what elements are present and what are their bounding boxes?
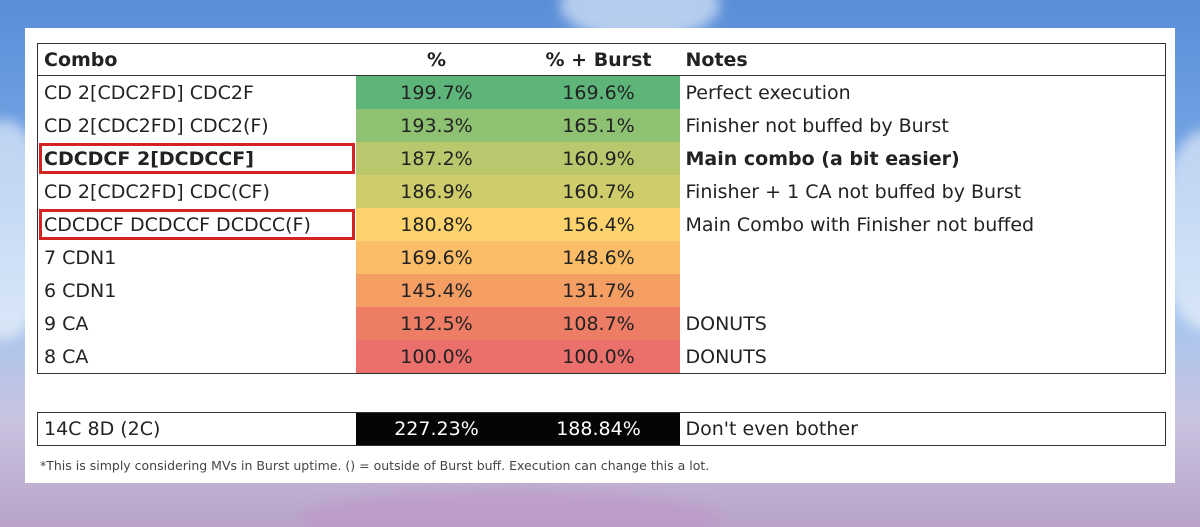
table-header-row: Combo % % + Burst Notes	[37, 43, 1166, 76]
combo-table: Combo % % + Burst Notes CD 2[CDC2FD] CDC…	[37, 43, 1166, 374]
combo-cell: CDCDCF 2[DCDCCF]	[37, 142, 356, 175]
table-row: CD 2[CDC2FD] CDC2F 199.7% 169.6% Perfect ex…	[37, 75, 1166, 109]
combo-cell: 8 CA	[37, 340, 356, 374]
percent-burst-cell: 156.4%	[517, 208, 680, 241]
combo-cell: 9 CA	[37, 307, 356, 340]
header-percent: %	[355, 43, 518, 76]
combo-cell: CDCDCF DCDCCF DCDCC(F)	[37, 208, 356, 241]
background-cloud	[300, 490, 720, 527]
percent-cell: 145.4%	[355, 274, 518, 307]
percent-cell: 227.23%	[355, 412, 518, 446]
percent-burst-cell: 148.6%	[517, 241, 680, 274]
table-row: 6 CDN1 145.4% 131.7%	[37, 274, 1166, 307]
percent-cell: 187.2%	[355, 142, 518, 175]
notes-cell: Main combo (a bit easier)	[679, 142, 1166, 175]
percent-burst-cell: 131.7%	[517, 274, 680, 307]
notes-cell: Finisher + 1 CA not buffed by Burst	[679, 175, 1166, 208]
notes-cell: DONUTS	[679, 340, 1166, 374]
table-row: CD 2[CDC2FD] CDC2(F) 193.3% 165.1% Finisher…	[37, 109, 1166, 142]
table-row: 14C 8D (2C) 227.23% 188.84% Don't even b…	[37, 412, 1166, 446]
combo-cell: 6 CDN1	[37, 274, 356, 307]
combo-cell: 7 CDN1	[37, 241, 356, 274]
percent-cell: 100.0%	[355, 340, 518, 374]
notes-cell: Finisher not buffed by Burst	[679, 109, 1166, 142]
combo-cell: CD 2[CDC2FD] CDC2(F)	[37, 109, 356, 142]
footnote: *This is simply considering MVs in Burst…	[40, 458, 710, 473]
percent-cell: 199.7%	[355, 75, 518, 109]
header-percent-burst: % + Burst	[517, 43, 680, 76]
header-combo: Combo	[37, 43, 356, 76]
table-row: CDCDCF 2[DCDCCF] 187.2% 160.9% Main combo (…	[37, 142, 1166, 175]
table-row: 7 CDN1 169.6% 148.6%	[37, 241, 1166, 274]
percent-burst-cell: 165.1%	[517, 109, 680, 142]
percent-burst-cell: 169.6%	[517, 75, 680, 109]
notes-cell: DONUTS	[679, 307, 1166, 340]
notes-cell	[679, 274, 1166, 307]
notes-cell: Don't even bother	[679, 412, 1166, 446]
combo-cell: CD 2[CDC2FD] CDC(CF)	[37, 175, 356, 208]
header-notes: Notes	[679, 43, 1166, 76]
notes-cell	[679, 241, 1166, 274]
percent-cell: 180.8%	[355, 208, 518, 241]
percent-cell: 186.9%	[355, 175, 518, 208]
percent-burst-cell: 160.7%	[517, 175, 680, 208]
percent-cell: 112.5%	[355, 307, 518, 340]
table-row: CDCDCF DCDCCF DCDCC(F) 180.8% 156.4% Main C…	[37, 208, 1166, 241]
percent-burst-cell: 160.9%	[517, 142, 680, 175]
combo-cell: 14C 8D (2C)	[37, 412, 356, 446]
percent-cell: 193.3%	[355, 109, 518, 142]
notes-cell: Perfect execution	[679, 75, 1166, 109]
table-body: CD 2[CDC2FD] CDC2F 199.7% 169.6% Perfect ex…	[37, 75, 1166, 374]
percent-burst-cell: 100.0%	[517, 340, 680, 374]
percent-burst-cell: 188.84%	[517, 412, 680, 446]
table-row: CD 2[CDC2FD] CDC(CF) 186.9% 160.7% Finisher…	[37, 175, 1166, 208]
percent-burst-cell: 108.7%	[517, 307, 680, 340]
notes-cell: Main Combo with Finisher not buffed	[679, 208, 1166, 241]
combo-cell: CD 2[CDC2FD] CDC2F	[37, 75, 356, 109]
percent-cell: 169.6%	[355, 241, 518, 274]
table-row: 8 CA 100.0% 100.0% DONUTS	[37, 340, 1166, 374]
extra-combo-table: 14C 8D (2C) 227.23% 188.84% Don't even b…	[37, 412, 1166, 446]
combo-table-card: Combo % % + Burst Notes CD 2[CDC2FD] CDC…	[25, 28, 1175, 483]
table-row: 9 CA 112.5% 108.7% DONUTS	[37, 307, 1166, 340]
